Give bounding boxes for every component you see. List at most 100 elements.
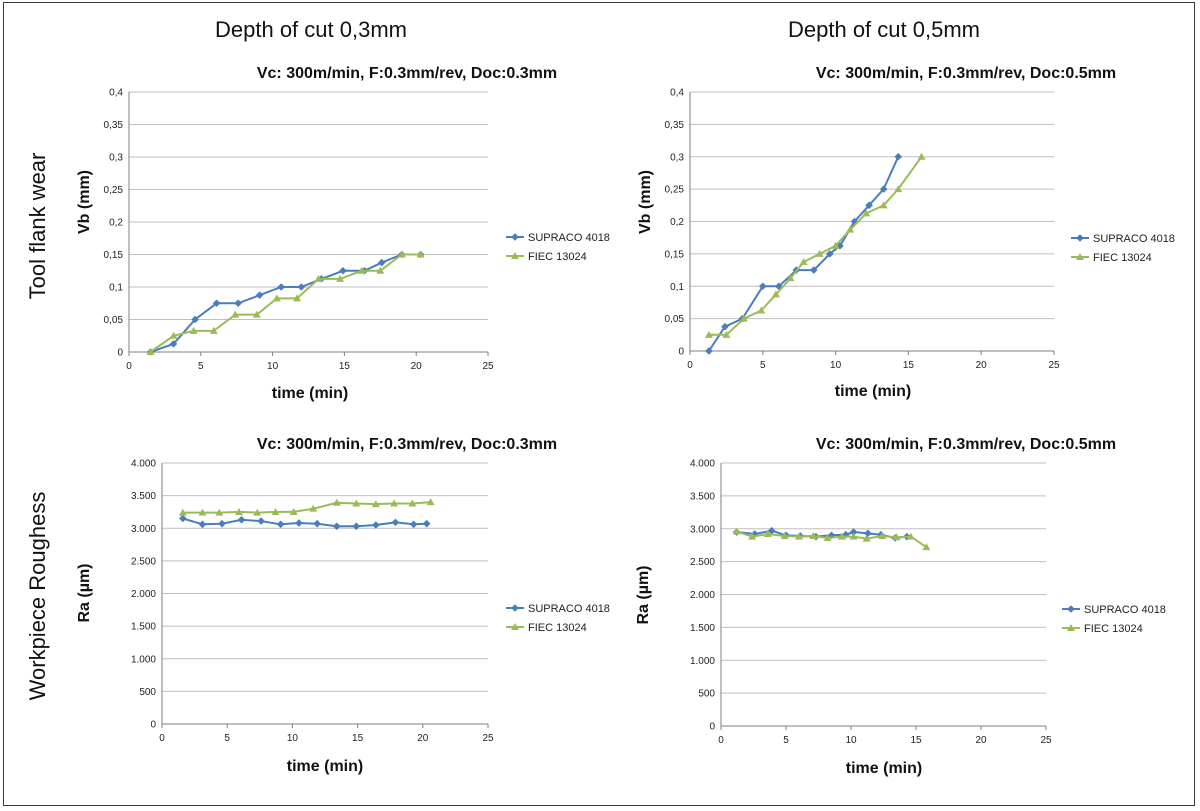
chart-4-legend-swatch-marker [1067,605,1075,613]
chart-3-series-1-point [198,520,207,529]
chart-1-series-2-point [376,266,385,274]
chart-2-y-axis-label: Vb (mm) [637,170,654,234]
chart-1-y-axis-label: Vb (mm) [76,170,93,234]
chart-1-x-axis-label: time (min) [272,385,348,402]
chart-4-series-2-point [748,532,757,540]
chart-2-legend-swatch-marker [1076,234,1084,242]
chart-2-series-1-point [705,347,713,355]
chart-3-series-2-point [390,499,399,507]
chart-3-y-tick-label: 2.500 [131,556,156,567]
chart-3-series-2-line [182,501,431,514]
chart-4-legend-label: SUPRACO 4018 [1084,604,1166,616]
chart-4-series-2-point [922,543,931,551]
chart-3-legend-swatch-marker [511,623,519,630]
chart-3-y-tick-label: 0 [150,720,156,731]
chart-4-x-tick-label: 15 [910,735,922,746]
chart-4-y-tick-label: 1.000 [690,656,715,667]
chart-2-series-1-point [809,266,818,274]
chart-3-x-tick-label: 25 [482,733,494,744]
chart-1-legend-swatch-marker [511,233,519,241]
chart-2-series-2-point [831,241,840,249]
chart-4-series-2-point [795,532,803,540]
chart-1-y-tick-label: 0,4 [109,88,123,99]
chart-4-title: Vc: 300m/min, F:0.3mm/rev, Doc:0.5mm [816,436,1116,453]
chart-2-y-tick-label: 0,1 [670,282,684,293]
chart-2-x-tick-label: 0 [687,360,693,371]
chart-1-y-tick-label: 0 [117,348,123,359]
chart-3-x-tick-label: 10 [287,733,299,744]
chart-1-series-1-point [169,340,178,348]
chart-1-y-tick-label: 0,3 [109,153,123,164]
chart-4-series-2-point [906,532,915,540]
chart-2-x-tick-label: 5 [760,360,766,371]
chart-3-y-tick-label: 1.500 [131,622,156,633]
chart-3-series-1-point [332,522,341,531]
chart-2-series-1-point [894,152,903,161]
chart-3-legend-label: SUPRACO 4018 [528,603,610,615]
column-heading-doc-0-5: Depth of cut 0,5mm [788,17,980,42]
chart-3-y-tick-label: 4.000 [131,459,156,470]
chart-4-series-2-point [823,533,832,541]
chart-1-series-2-point [336,274,345,282]
chart-3-series-1-point [391,518,400,527]
chart-1-series-1-point [297,283,306,291]
chart-1-x-tick-label: 10 [267,361,279,372]
chart-3-y-tick-label: 2.000 [131,589,156,600]
chart-1-series-2-point [416,250,425,258]
chart-2-series-2-point [757,306,766,314]
figure-frame [3,2,1195,806]
chart-1-series-2-point [146,348,155,355]
chart-2-legend-label: FIEC 13024 [1093,252,1152,264]
chart-4-y-tick-label: 0 [709,722,715,733]
chart-3-legend-label: FIEC 13024 [528,622,587,634]
chart-2-series-2-point [722,330,731,338]
chart-4-legend-swatch-marker [1067,624,1075,631]
chart-1-series-2-point [397,250,406,258]
chart-2-series-1-point [825,250,834,258]
chart-2-series-2-point [739,314,748,322]
chart-2-series-1-point [836,241,844,250]
chart-2-y-tick-label: 0,05 [665,314,685,325]
chart-4-legend-label: FIEC 13024 [1084,623,1143,635]
chart-3-series-2-point [332,498,341,506]
chart-1-series-1-point [191,315,199,324]
chart-1-x-tick-label: 5 [198,361,204,372]
chart-4-series-2-point [892,533,901,541]
chart-2-series-2-point [786,274,795,282]
chart-3-series-1-point [179,514,187,523]
chart-1-y-tick-label: 0,25 [104,185,124,196]
chart-3-x-tick-label: 5 [224,733,230,744]
chart-3-legend-swatch-marker [511,604,519,612]
chart-4-series-2-line [736,530,927,549]
chart-2-series-2-point [917,152,926,160]
chart-3-series-1-point [422,519,431,528]
chart-1-y-tick-label: 0,05 [104,315,124,326]
chart-3-x-tick-label: 0 [159,733,165,744]
chart-2-series-2-point [771,290,780,298]
chart-1-y-tick-label: 0,2 [109,218,123,229]
chart-3-series-2-point [234,507,243,515]
chart-1-title: Vc: 300m/min, F:0.3mm/rev, Doc:0.3mm [257,65,557,82]
chart-3-y-tick-label: 3.500 [131,491,156,502]
chart-2-x-tick-label: 20 [976,360,988,371]
chart-3-x-axis-label: time (min) [287,758,363,775]
chart-3-series-1-point [313,519,321,528]
chart-2-legend-label: SUPRACO 4018 [1093,233,1175,245]
chart-1-series-1-point [377,258,386,267]
chart-1-legend-swatch-marker [511,252,519,259]
chart-3-series-2-point [215,508,224,516]
chart-1-y-tick-label: 0,1 [109,283,123,294]
chart-1-series-1-point [277,283,286,291]
chart-1-series-2-line [149,253,421,353]
chart-1-legend-label: SUPRACO 4018 [528,232,610,244]
chart-4-y-axis-label: Ra (µm) [635,566,652,625]
chart-3-series-2-point [289,507,298,515]
chart-1-series-2-point [272,294,281,302]
chart-2-series-2-point [815,249,824,257]
chart-3-y-tick-label: 3.000 [131,524,156,535]
chart-4-y-tick-label: 4.000 [690,459,715,470]
column-heading-doc-0-3: Depth of cut 0,3mm [215,17,407,42]
chart-2-x-tick-label: 15 [903,360,915,371]
chart-4-series-2-point [837,532,846,540]
